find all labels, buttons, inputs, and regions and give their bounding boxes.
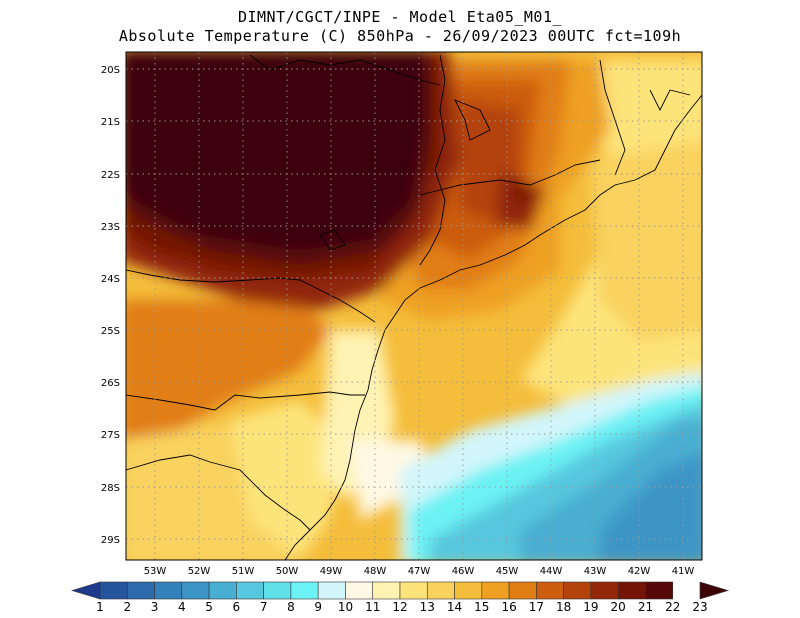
colorbar-label: 1	[96, 600, 104, 614]
colorbar-arrow-low	[70, 581, 101, 600]
graticule	[126, 52, 702, 560]
map-title-line-1: DIMNT/CGCT/INPE - Model Eta05_M01_	[237, 8, 563, 26]
colorbar-label: 2	[123, 600, 131, 614]
colorbar-segment	[508, 581, 537, 600]
colorbar-label: 15	[474, 600, 489, 614]
lat-label: 26S	[101, 378, 120, 389]
colorbar-segment	[645, 581, 674, 600]
colorbar-label: 10	[338, 600, 353, 614]
lon-label: 53W	[144, 566, 167, 577]
colorbar-segment	[563, 581, 592, 600]
colorbar-segment	[617, 581, 646, 600]
colorbar-label: 9	[314, 600, 322, 614]
colorbar-label: 12	[392, 600, 407, 614]
colorbar-label: 14	[447, 600, 462, 614]
colorbar-label: 11	[365, 600, 380, 614]
colorbar-segment	[236, 581, 264, 600]
lon-label: 42W	[628, 566, 651, 577]
colorbar-segment	[590, 581, 619, 600]
colorbar-label: 17	[529, 600, 544, 614]
colorbar-segment	[536, 581, 564, 600]
colorbar-segment	[372, 581, 401, 600]
colorbar-label: 6	[233, 600, 241, 614]
colorbar-segment	[426, 581, 455, 600]
colorbar-label: 23	[692, 600, 707, 614]
colorbar	[70, 581, 730, 600]
lat-label: 24S	[101, 274, 120, 285]
lat-label: 20S	[101, 65, 120, 76]
colorbar-segment	[290, 581, 319, 600]
colorbar-label: 22	[665, 600, 680, 614]
colorbar-label: 8	[287, 600, 295, 614]
latitude-labels: 20S 21S 22S 23S 24S 25S 26S 27S 28S 29S	[101, 65, 120, 546]
colorbar-label: 21	[638, 600, 653, 614]
lon-label: 45W	[496, 566, 519, 577]
colorbar-labels: 1 2 3 4 5 6 7 8 9 10 11 12 13 14 15 16 17 18 19 20 21 22 23	[96, 600, 707, 614]
colorbar-segment	[181, 581, 210, 600]
map-frame	[125, 51, 703, 561]
colorbar-segment	[208, 581, 237, 600]
colorbar-label: 5	[205, 600, 213, 614]
colorbar-segment	[154, 581, 183, 600]
colorbar-label: 13	[420, 600, 435, 614]
colorbar-label: 16	[501, 600, 516, 614]
colorbar-segment	[399, 581, 428, 600]
lat-label: 25S	[101, 326, 120, 337]
lon-label: 43W	[584, 566, 607, 577]
lat-label: 28S	[101, 483, 120, 494]
lon-label: 46W	[452, 566, 475, 577]
colorbar-segment	[263, 581, 292, 600]
lon-label: 51W	[232, 566, 255, 577]
colorbar-label: 7	[260, 600, 268, 614]
map-title-line-2: Absolute Temperature (C) 850hPa - 26/09/…	[118, 27, 682, 45]
colorbar-segment	[99, 581, 128, 600]
lon-label: 47W	[408, 566, 431, 577]
lat-label: 29S	[101, 535, 120, 546]
lon-label: 52W	[188, 566, 211, 577]
lon-label: 49W	[320, 566, 343, 577]
colorbar-segment	[345, 581, 374, 600]
colorbar-segment	[126, 581, 155, 600]
colorbar-label: 20	[611, 600, 626, 614]
lat-label: 23S	[101, 222, 120, 233]
colorbar-segment	[317, 581, 346, 600]
colorbar-label: 3	[151, 600, 159, 614]
colorbar-label: 19	[583, 600, 598, 614]
colorbar-segment	[454, 581, 483, 600]
lon-label: 50W	[276, 566, 299, 577]
lat-label: 21S	[101, 117, 120, 128]
colorbar-label: 18	[556, 600, 571, 614]
temperature-field	[126, 52, 702, 560]
lat-label: 22S	[101, 170, 120, 181]
lon-label: 48W	[364, 566, 387, 577]
lat-label: 27S	[101, 430, 120, 441]
longitude-labels: 53W 52W 51W 50W 49W 48W 47W 46W 45W 44W …	[144, 566, 695, 577]
lon-label: 44W	[540, 566, 563, 577]
colorbar-label: 4	[178, 600, 186, 614]
lon-label: 41W	[672, 566, 695, 577]
colorbar-segment	[481, 581, 510, 600]
colorbar-arrow-high	[699, 581, 730, 600]
